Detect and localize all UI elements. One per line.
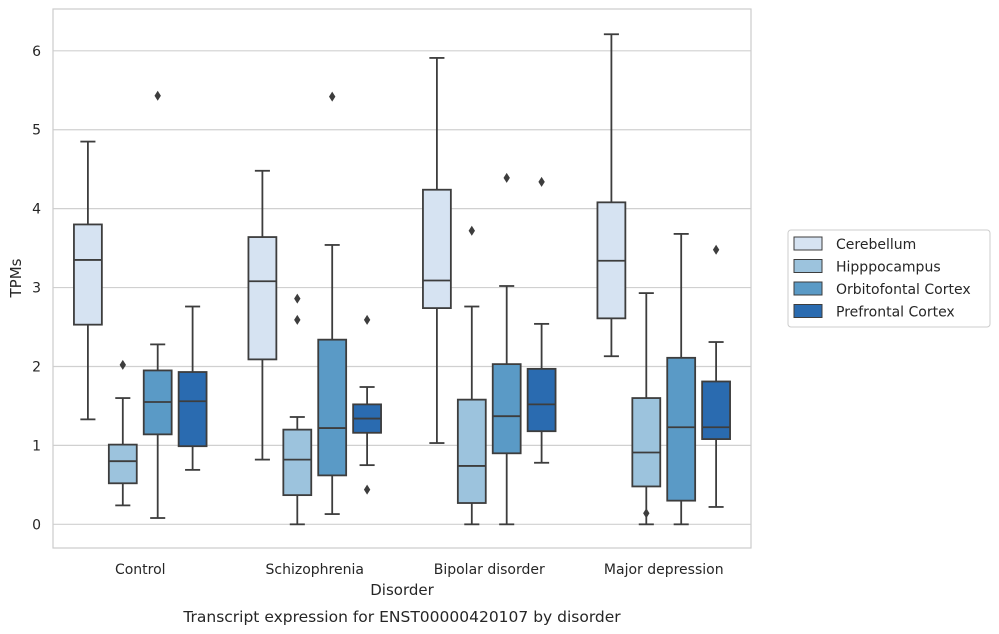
y-tick-label: 1 <box>32 438 41 454</box>
box-2-2 <box>491 172 522 526</box>
box-body <box>282 428 313 497</box>
outlier-point <box>503 172 510 183</box>
y-tick-label: 2 <box>32 359 41 375</box>
box-1-0 <box>107 359 138 507</box>
legend-frame <box>787 229 991 328</box>
box-body <box>526 367 557 433</box>
box-body <box>177 371 208 448</box>
outlier-point <box>294 293 301 304</box>
legend-item: Hipppocampus <box>793 259 941 276</box>
outlier-point <box>643 508 650 519</box>
outlier-point <box>363 484 371 495</box>
box-3-2 <box>526 176 557 464</box>
x-tick-label: Control <box>115 562 166 578</box>
outlier-point <box>154 90 161 101</box>
legend-swatch <box>793 304 823 318</box>
box-body <box>422 188 452 309</box>
legend-label: Hipppocampus <box>836 260 941 276</box>
box-body <box>666 356 697 502</box>
y-tick-label: 5 <box>32 123 41 139</box>
box-body <box>317 338 348 477</box>
outlier-point <box>712 244 720 255</box>
legend-label: Cerebellum <box>836 237 916 253</box>
grid-lines <box>53 50 751 525</box>
legend-swatch <box>793 259 823 273</box>
box-2-3 <box>666 233 697 526</box>
outlier-point <box>538 176 545 187</box>
box-0-3 <box>596 33 627 358</box>
y-tick-label: 3 <box>32 281 41 297</box>
box-body <box>631 397 662 488</box>
box-body <box>107 443 138 485</box>
box-body <box>701 380 731 440</box>
legend-swatch <box>793 281 823 296</box>
legend-item: Cerebellum <box>793 236 916 253</box>
y-axis-label: TPMs <box>7 258 25 298</box>
box-0-0 <box>73 140 103 421</box>
boxes <box>73 33 731 526</box>
box-body <box>491 363 522 455</box>
box-3-0 <box>177 305 208 471</box>
x-tick-label: Major depression <box>604 562 724 578</box>
y-tick-label: 0 <box>32 517 41 533</box>
legend-label: Orbitofontal Cortex <box>836 282 971 298</box>
box-3-3 <box>701 244 731 508</box>
x-tick-label: Bipolar disorder <box>434 562 545 578</box>
box-1-1 <box>282 293 313 526</box>
x-axis-label: Disorder <box>370 581 434 599</box>
box-0-1 <box>247 169 278 461</box>
chart-caption: Transcript expression for ENST0000042010… <box>182 608 621 626</box>
x-tick-label: Schizophrenia <box>266 562 364 578</box>
plot-frame <box>52 8 752 549</box>
box-2-0 <box>142 90 173 519</box>
box-body <box>456 398 487 504</box>
legend-swatch <box>793 236 823 251</box>
box-1-3 <box>631 292 662 526</box>
y-tick-label: 6 <box>32 44 41 60</box>
x-tick-labels: Control Schizophrenia Bipolar disorder Majo… <box>115 562 724 578</box>
legend: Cerebellum Hipppocampus Orbitofontal Corte… <box>787 229 991 328</box>
box-2-1 <box>317 91 348 515</box>
outlier-point <box>329 91 336 102</box>
legend-label: Prefrontal Cortex <box>836 305 955 321</box>
legend-item: Prefrontal Cortex <box>793 304 955 321</box>
outlier-point <box>363 314 371 325</box>
y-tick-labels: 0 1 2 3 4 5 6 <box>32 44 41 533</box>
outlier-point <box>119 359 126 370</box>
legend-item: Orbitofontal Cortex <box>793 281 971 298</box>
box-body <box>247 236 278 361</box>
box-3-1 <box>352 314 382 495</box>
box-0-2 <box>422 57 452 444</box>
outlier-point <box>294 314 301 325</box>
outlier-point <box>468 225 475 236</box>
y-tick-label: 4 <box>32 202 41 218</box>
box-body <box>73 223 103 326</box>
box-1-2 <box>456 225 487 526</box>
